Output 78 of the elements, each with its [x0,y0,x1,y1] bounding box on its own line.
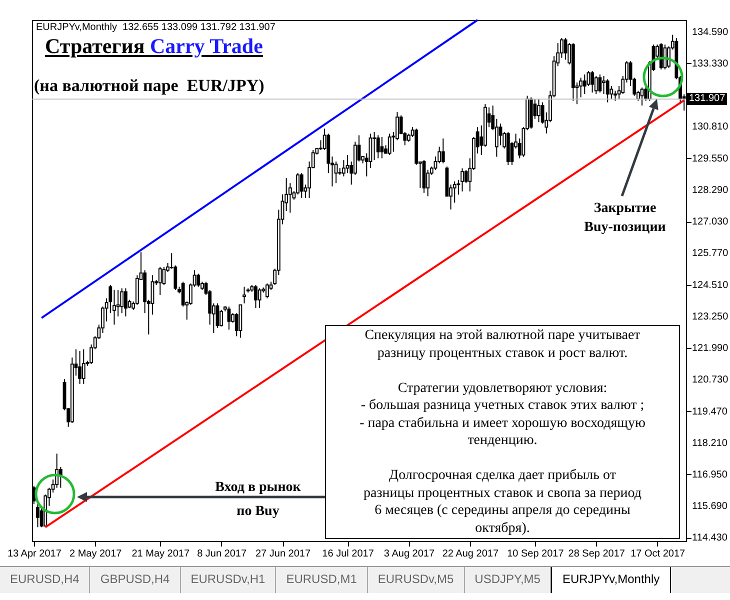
candlestick [537,98,540,123]
x-tick-label: 13 Apr 2017 [7,548,62,560]
candlestick [582,74,586,95]
candlestick [614,90,617,102]
x-tick-label: 22 Aug 2017 [442,548,499,560]
candlestick [258,288,262,309]
x-tick-label: 16 Jul 2017 [322,548,374,560]
text: EURUSD,H4 [0,567,90,593]
annotation: Закрытие Buy-позиции [584,200,666,237]
candlestick [372,131,376,161]
candlestick [606,78,610,103]
annotation: EURJPYv,Monthly 132.655 133.099 131.792 131.907 [36,22,276,33]
candlestick [598,74,602,94]
x-tick-label: 21 May 2017 [132,548,190,560]
text: Стратегия Carry Trade [45,34,263,58]
y-tick-label: 133.330 [692,58,729,70]
candlestick [594,75,598,95]
y-tick-label: 121.990 [692,343,729,354]
x-tick-label: 2 May 2017 [69,548,122,560]
y-tick-label: 120.730 [692,374,729,386]
y-tick-label: 124.510 [692,280,729,291]
x-tick-label: 3 Aug 2017 [384,548,435,560]
text: EURUSD,M1 [276,567,368,593]
text: USDJPY,M5 [464,567,552,593]
candlestick [58,466,62,488]
candlestick [460,168,464,192]
x-tick-label: 8 Jun 2017 [197,548,247,560]
text-box: Спекуляция на этой валютной паре учитывает разницу процентных ставок и рост валют. Стратегии удовлетворяют условия: - большая разница учетных ставок этих валют ; - пара стабильна и имеет хорошую восходящую тенденцию. Долгосрочная сделка дает прибыль от разницы процентных ставок и свопа за период 6 месяцев (с середины апреля до середины октября). [325,325,680,539]
text: EURUSDv,M5 [368,567,465,593]
candlestick [36,504,40,528]
candlestick [602,75,606,95]
x-tick-label: 10 Sep 2017 [507,548,564,560]
y-tick-label: 115.690 [692,501,728,512]
candlestick [116,290,120,317]
y-tick-label: 125.770 [692,248,729,260]
candlestick [78,350,82,384]
candlestick [590,70,594,94]
candlestick [388,133,392,156]
x-tick-label: 27 Jun 2017 [255,548,311,560]
candlestick [334,161,338,184]
text: EURUSDv,H1 [180,567,276,593]
candlestick [376,134,380,159]
candlestick [640,87,644,106]
candlestick [242,286,246,304]
y-tick-label: 114.430 [692,532,728,544]
y-tick-label: 127.030 [692,216,729,228]
text: (на валютной паре EUR/JPY) [34,76,264,96]
candlestick [220,309,224,327]
candlestick [346,154,350,174]
candlestick [498,123,502,146]
y-tick-label: 118.210 [692,438,728,449]
annotation: Вход в рынок по Buy [215,479,301,521]
y-tick-label: 128.290 [692,184,729,196]
candlestick [380,136,384,159]
candlestick [120,288,124,314]
candlestick [266,283,269,299]
candlestick [441,138,445,164]
candlestick [82,348,86,384]
candlestick [227,306,231,330]
text: EURJPYv,Monthly [551,567,671,593]
y-tick-label: 119.470 [692,406,728,418]
y-tick-label: 123.250 [692,311,729,322]
candlestick [300,172,304,198]
candlestick [586,70,590,87]
ref-line-label: 131.907 [687,93,728,106]
text: GBPUSD,H4 [90,567,181,593]
y-tick-label: 116.950 [692,469,728,480]
candlestick [564,38,568,60]
y-tick-label: 130.810 [692,122,729,133]
y-tick-label: 134.590 [692,26,729,38]
candlestick [464,170,468,184]
y-tick-label: 129.550 [692,153,729,164]
candlestick [158,266,162,296]
candlestick [124,288,128,317]
x-tick-label: 28 Sep 2017 [568,548,626,560]
x-tick-label: 17 Oct 2017 [630,548,686,560]
candlestick [254,284,258,309]
candlestick [196,273,200,288]
